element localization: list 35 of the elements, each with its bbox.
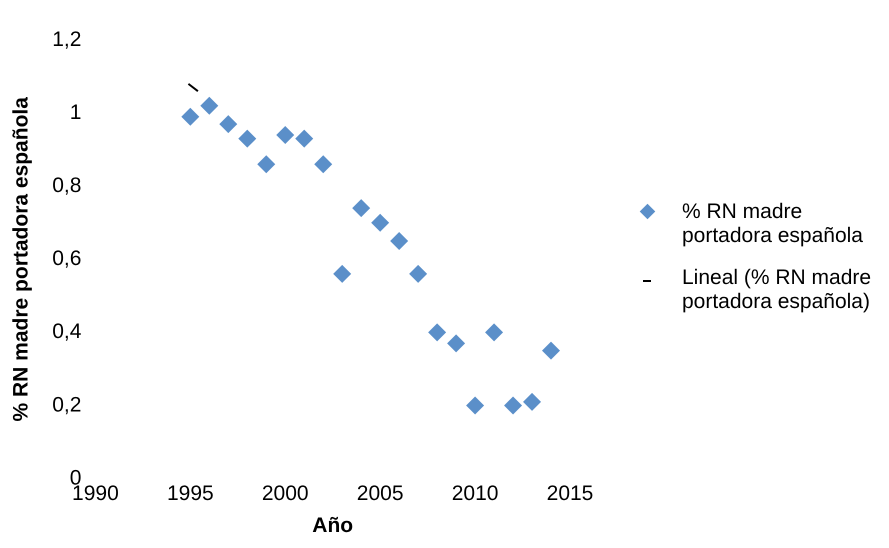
point [390, 232, 408, 250]
legend-label: Lineal (% RN madre portadora española) [682, 266, 872, 314]
point [409, 264, 428, 283]
point [504, 396, 522, 414]
y-tick-label: 0,6 [52, 247, 82, 270]
y-tick-label: 0,8 [52, 174, 82, 197]
point [314, 155, 332, 174]
point [219, 115, 238, 134]
point [352, 199, 370, 218]
point [523, 392, 542, 411]
point [333, 264, 352, 283]
point [447, 334, 466, 352]
point [428, 323, 446, 342]
point [257, 155, 276, 174]
point [276, 126, 294, 144]
x-tick-label: 1995 [166, 482, 214, 505]
x-tick-label: 2005 [356, 482, 404, 505]
x-tick-label: 2015 [546, 482, 594, 505]
legend-label: % RN madre portadora española [682, 200, 864, 248]
x-tick-label: 2000 [262, 482, 309, 505]
x-axis-title: Año [312, 514, 354, 538]
x-tick-label: 2010 [452, 482, 498, 505]
y-tick-label: 1 [70, 100, 82, 124]
point [181, 108, 200, 126]
y-tick-label: 1,2 [52, 28, 82, 51]
y-axis-title: % RN madre portadora española [9, 96, 32, 422]
point [542, 342, 560, 360]
y-tick-label: 0,2 [52, 393, 82, 416]
point [466, 396, 484, 414]
point [371, 214, 390, 232]
y-tick-label: 0,4 [52, 320, 82, 344]
point [238, 130, 256, 148]
point [200, 96, 218, 115]
point [485, 323, 504, 342]
point [295, 130, 314, 148]
